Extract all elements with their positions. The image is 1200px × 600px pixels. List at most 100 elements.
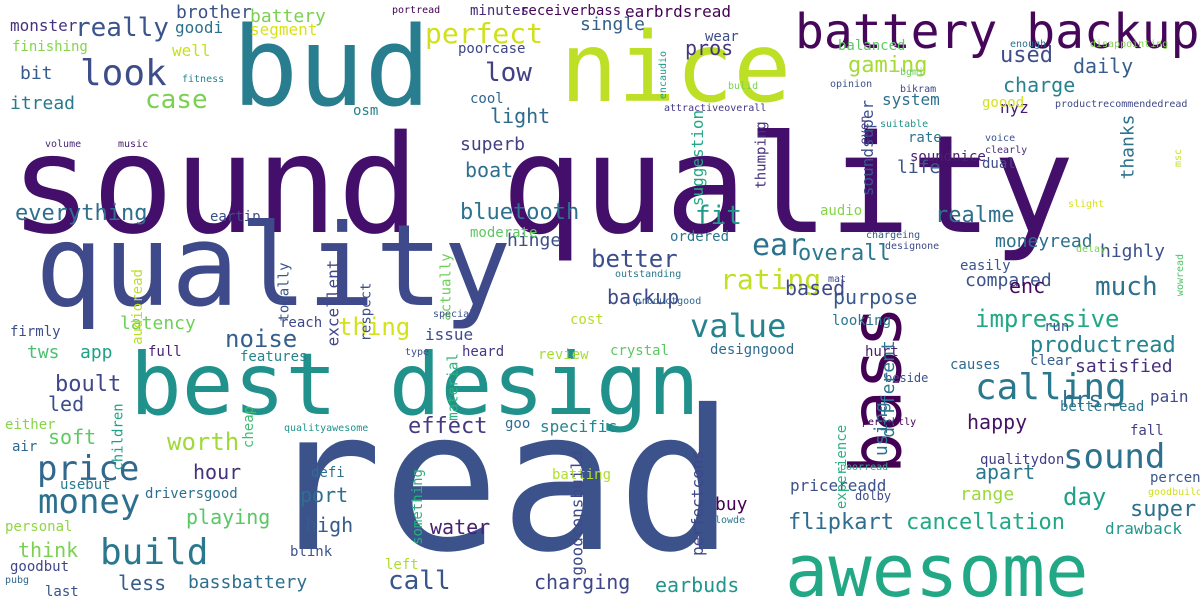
word-77: battery [250, 6, 326, 27]
word-152: personal [5, 519, 73, 535]
word-10: calling [975, 367, 1127, 408]
word-127: dolby [855, 489, 892, 503]
word-99: soundnice [910, 149, 986, 165]
word-25: fit [695, 201, 742, 231]
word-11: sound [1063, 437, 1166, 477]
word-111: audio [820, 203, 863, 219]
word-142: reach [280, 315, 323, 331]
word-80: receiverbass [520, 3, 622, 19]
word-177: bikram [900, 84, 937, 95]
word-170: volume [45, 139, 82, 150]
word-157: left [385, 557, 419, 573]
word-57: high [305, 513, 354, 537]
word-48: apart [975, 460, 1036, 484]
word-37: effect [408, 414, 488, 439]
word-49: range [960, 484, 1015, 505]
word-66: boult [55, 372, 122, 397]
word-166: cheap [241, 405, 258, 449]
word-67: tws [27, 342, 60, 363]
word-3: best design [130, 335, 700, 435]
word-144: full [148, 344, 182, 360]
word-23: bluetooth [460, 200, 580, 225]
word-28: gaming [848, 53, 928, 78]
word-155: driversgood [145, 486, 238, 502]
word-90: system [882, 90, 940, 109]
word-189: productgood [635, 296, 702, 307]
word-34: productread [1030, 333, 1176, 358]
word-92: goood [982, 95, 1025, 111]
word-137: designgood [710, 342, 795, 358]
word-128: buy [715, 494, 748, 515]
word-21: case [145, 85, 208, 115]
word-33: impressive [975, 305, 1120, 333]
word-98: clearly [985, 145, 1028, 156]
word-118: causes [950, 357, 1001, 373]
word-41: purpose [833, 285, 918, 309]
word-105: thumping [753, 121, 770, 189]
word-87: poorcase [458, 41, 526, 57]
word-70: bit [20, 63, 53, 84]
word-85: well [172, 41, 211, 60]
word-188: outstanding [615, 269, 682, 280]
word-116: satisfied [1075, 356, 1173, 377]
word-95: osm [353, 103, 379, 119]
word-184: delay [1076, 244, 1107, 255]
word-30: charge [1003, 73, 1076, 97]
word-140: issue [425, 325, 474, 344]
word-26: realme [935, 203, 1015, 228]
word-88: wear [705, 29, 739, 45]
word-60: port [300, 483, 349, 507]
word-159: goodconsbuild [567, 450, 587, 576]
word-59: hour [193, 460, 242, 484]
word-151: usebut [60, 477, 111, 493]
word-174: bulid [728, 81, 759, 92]
word-193: perfectly [862, 417, 917, 428]
word-81: earbrdsread [625, 2, 731, 21]
word-103: soundsuper [858, 99, 878, 197]
word-51: cancellation [906, 510, 1065, 535]
word-36: worth [167, 428, 240, 456]
word-194: poorread [840, 462, 889, 473]
word-89: balanced [838, 38, 906, 54]
word-15: value [690, 307, 787, 345]
word-86: segment [250, 20, 318, 39]
word-110: ordered [670, 229, 730, 245]
word-173: encaudio [658, 50, 670, 100]
word-0: read [265, 368, 735, 595]
word-168: audioread [129, 269, 146, 345]
word-147: totally [276, 262, 293, 322]
word-102: thanks [1117, 114, 1139, 180]
word-71: itread [10, 93, 76, 114]
word-1: sound quality [10, 107, 1075, 265]
word-153: goodbut [10, 559, 70, 575]
word-150: either [5, 417, 56, 433]
word-31: daily [1073, 54, 1134, 78]
word-172: portread [392, 5, 441, 16]
word-191: type [405, 347, 430, 358]
word-18: really [75, 13, 169, 43]
word-39: backup [607, 285, 680, 309]
word-79: minutes [470, 3, 530, 19]
word-117: clear [1030, 353, 1073, 369]
word-132: hurt [865, 344, 899, 360]
word-113: easily [960, 258, 1011, 274]
word-96: rate [908, 130, 942, 146]
word-158: batting [552, 467, 612, 483]
word-76: pros [685, 36, 734, 60]
word-171: fitness [182, 74, 225, 85]
word-114: run [1044, 319, 1070, 335]
word-68: app [80, 342, 113, 363]
word-2: quality [35, 200, 512, 332]
word-17: ear [752, 228, 807, 263]
word-50: super [1130, 497, 1197, 522]
word-183: slight [1068, 199, 1105, 210]
word-190: special [433, 309, 476, 320]
word-4: bud [232, 3, 431, 131]
word-38: thing [338, 313, 411, 341]
word-162: material [445, 353, 462, 421]
word-73: light [490, 104, 551, 128]
word-29: used [1000, 43, 1053, 68]
word-180: attractiveoverall [664, 103, 767, 114]
word-20: low [485, 58, 532, 88]
word-16: rating [720, 263, 822, 296]
